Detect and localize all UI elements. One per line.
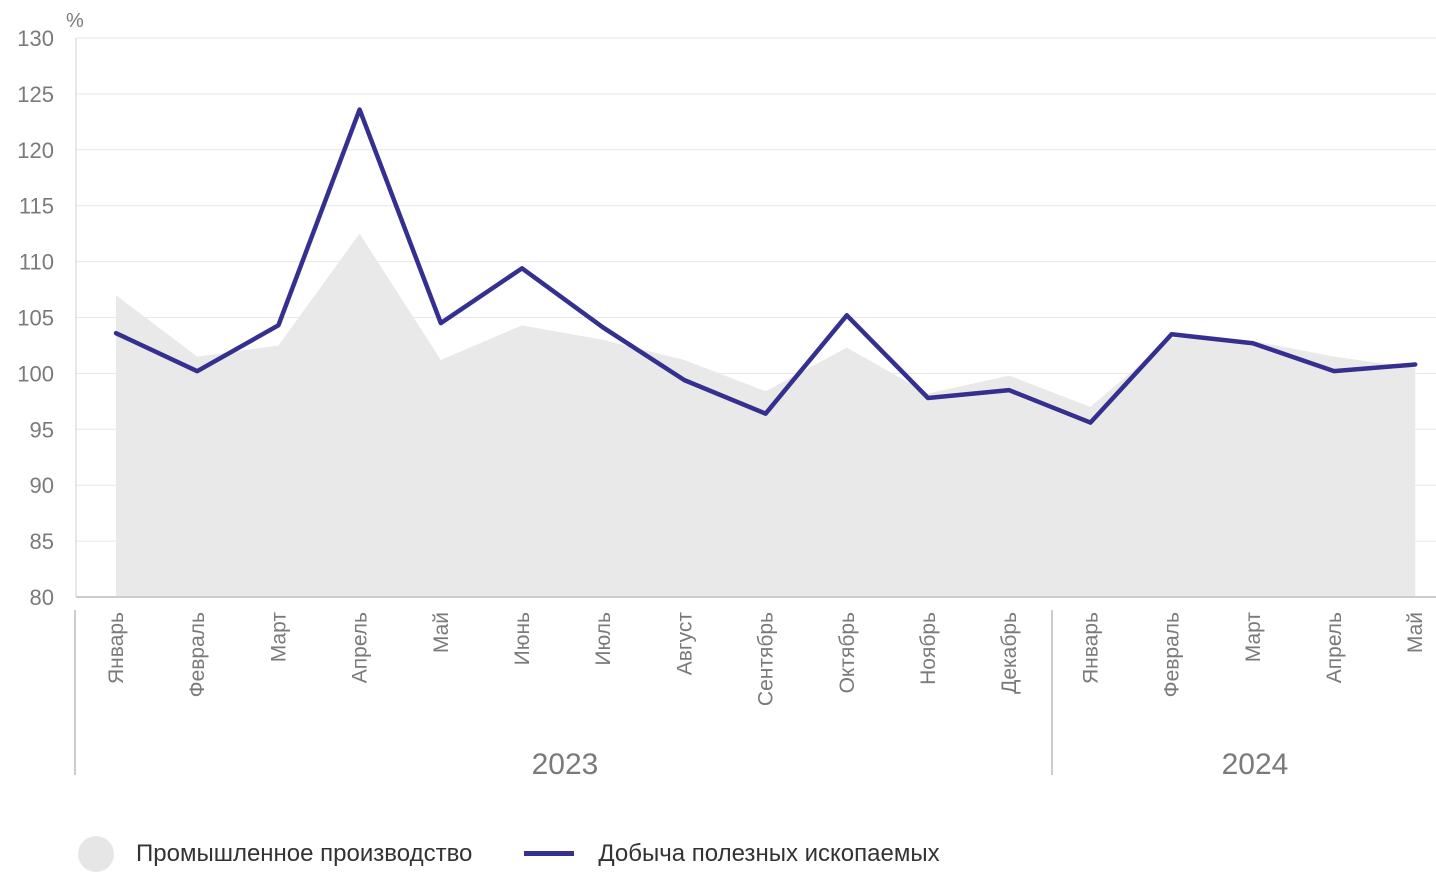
x-tick-label: Май bbox=[430, 612, 453, 653]
x-tick-label: Февраль bbox=[186, 612, 209, 697]
x-tick-label: Октябрь bbox=[836, 612, 859, 693]
x-tick-label: Август bbox=[673, 612, 696, 676]
y-tick-label: 115 bbox=[19, 194, 54, 219]
legend-area-label: Промышленное производство bbox=[136, 839, 473, 867]
x-tick-label: Январь bbox=[1079, 612, 1102, 684]
y-tick-label: 85 bbox=[30, 529, 54, 554]
x-tick-label: Март bbox=[267, 612, 290, 663]
legend-item-line: Добыча полезных ископаемых bbox=[524, 839, 940, 868]
x-tick-label: Сентябрь bbox=[755, 612, 778, 706]
x-tick-label: Июнь bbox=[511, 612, 534, 665]
axes bbox=[74, 38, 1436, 775]
year-label: 2024 bbox=[1222, 748, 1289, 781]
y-tick-label: 130 bbox=[17, 26, 54, 51]
y-tick-label: 100 bbox=[17, 361, 54, 386]
x-tick-label: Март bbox=[1242, 612, 1265, 663]
legend-item-area: Промышленное производство bbox=[78, 835, 473, 872]
y-unit-label: % bbox=[66, 10, 84, 32]
y-tick-label: 90 bbox=[30, 473, 54, 498]
y-tick-label: 80 bbox=[30, 585, 54, 610]
y-tick-labels: 80 85 90 95 100 105 110 115 120 125 130 bbox=[17, 26, 54, 610]
y-tick-label: 110 bbox=[19, 250, 54, 275]
x-tick-label: Февраль bbox=[1161, 612, 1184, 697]
y-tick-label: 120 bbox=[17, 138, 54, 163]
y-tick-label: 125 bbox=[17, 82, 54, 107]
x-tick-label: Апрель bbox=[349, 612, 372, 683]
x-tick-label: Январь bbox=[105, 612, 128, 684]
mining-line bbox=[113, 107, 1418, 425]
x-tick-label: Май bbox=[1404, 612, 1427, 653]
x-tick-labels: Январь Февраль Март Апрель Май Июнь Июль Август… bbox=[105, 612, 1427, 706]
year-label: 2023 bbox=[532, 748, 599, 781]
legend-area-swatch bbox=[78, 835, 114, 872]
legend: Промышленное производство Добыча полезны… bbox=[78, 835, 992, 872]
year-labels: 2023 2024 bbox=[532, 748, 1289, 781]
x-tick-label: Апрель bbox=[1323, 612, 1346, 683]
y-tick-label: 105 bbox=[17, 306, 54, 331]
legend-line-label: Добыча полезных ископаемых bbox=[598, 839, 940, 867]
legend-line-swatch bbox=[524, 851, 575, 856]
x-tick-label: Декабрь bbox=[998, 612, 1021, 694]
x-tick-label: Ноябрь bbox=[917, 612, 940, 685]
y-tick-label: 95 bbox=[30, 417, 54, 442]
x-tick-label: Июль bbox=[592, 612, 615, 666]
